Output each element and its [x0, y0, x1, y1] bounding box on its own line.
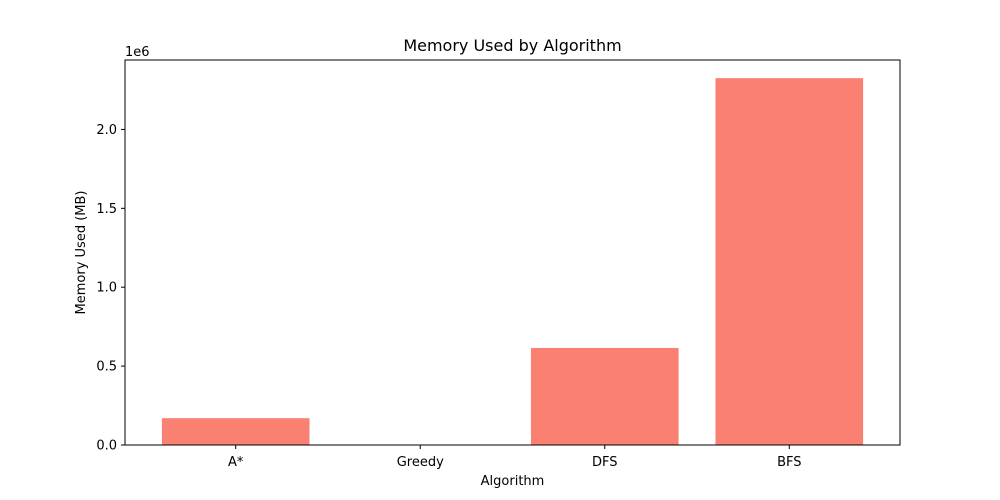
x-tick-label: A* [228, 455, 244, 470]
y-tick-label: 1.5 [96, 202, 117, 217]
y-tick-label: 2.0 [96, 123, 117, 138]
x-axis-label: Algorithm [481, 474, 545, 489]
y-axis-offset-label: 1e6 [125, 45, 150, 60]
y-tick-label: 0.0 [96, 439, 117, 454]
y-tick-label: 0.5 [96, 360, 117, 375]
y-axis-label: Memory Used (MB) [74, 191, 89, 315]
bar-dfs [530, 347, 679, 445]
plot-frame [124, 59, 901, 446]
x-axis-ticks: A* Greedy DFS BFS [228, 445, 801, 470]
x-tick-label: BFS [777, 455, 801, 470]
x-tick-label: Greedy [397, 455, 444, 470]
y-tick-label: 1.0 [96, 281, 117, 296]
bars-layer [161, 78, 864, 446]
bar-bfs [715, 78, 864, 445]
x-tick-label: DFS [592, 455, 618, 470]
chart-title: Memory Used by Algorithm [403, 36, 621, 55]
bar-a [161, 418, 310, 445]
y-axis-ticks: 0.0 0.5 1.0 1.5 2.0 [96, 123, 125, 454]
